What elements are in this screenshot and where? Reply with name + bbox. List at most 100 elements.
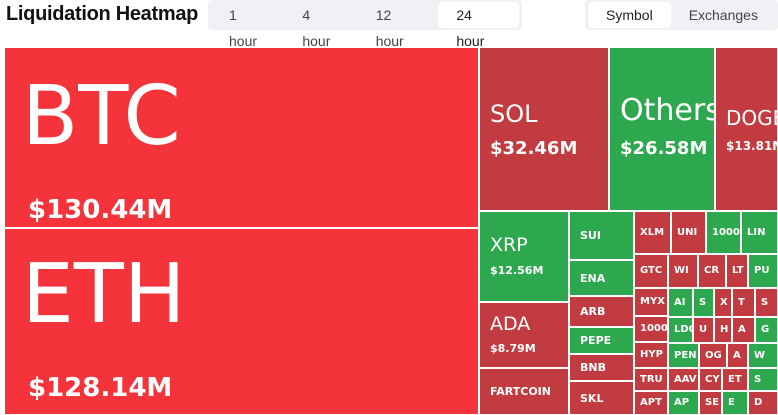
tile-value: $8.79M	[490, 342, 536, 355]
tile[interactable]: XLM	[635, 212, 670, 253]
tile[interactable]: S	[694, 289, 713, 316]
tile[interactable]: FARTCOIN	[480, 369, 568, 414]
tile-label: S	[761, 296, 769, 308]
tile-label: SOL	[490, 100, 538, 128]
tile[interactable]: S	[749, 369, 777, 390]
tile[interactable]: PEPE	[570, 328, 633, 353]
tile-label: AI	[674, 296, 686, 308]
view-tabs: Symbol Exchanges	[585, 0, 778, 30]
tile-label: T	[738, 296, 745, 308]
tile-label: ARB	[580, 305, 606, 318]
tile-label: GTC	[640, 265, 663, 276]
tile-value: $26.58M	[620, 138, 708, 159]
tile[interactable]: LT	[727, 255, 747, 287]
tile[interactable]: ARB	[570, 297, 633, 326]
tile-label: XLM	[640, 226, 665, 238]
tile-label: OG	[705, 349, 722, 361]
tab[interactable]: Symbol	[588, 2, 671, 28]
tile-label: MYX	[640, 296, 665, 307]
tile-value: $130.44M	[28, 195, 173, 225]
tile-label: PU	[754, 265, 770, 276]
tab[interactable]: 4 hour	[302, 7, 331, 49]
tile[interactable]: 1000	[635, 317, 667, 341]
tile[interactable]: T	[733, 289, 754, 316]
tile-value: $128.14M	[28, 373, 173, 403]
tile[interactable]: XRP $12.56M	[480, 212, 568, 301]
tile-label: SE	[705, 397, 720, 408]
tile[interactable]: TRU	[635, 369, 667, 390]
tile[interactable]: OG	[700, 344, 726, 367]
tile-label: DOGE	[726, 106, 777, 130]
tile-label: APT	[640, 397, 662, 408]
tile[interactable]: A	[733, 318, 754, 342]
tile-label: S	[699, 296, 707, 308]
tile-label: A	[738, 324, 746, 335]
tile-label: SUI	[580, 229, 601, 242]
tile-label: ET	[728, 373, 742, 385]
tile[interactable]: SUI	[570, 212, 633, 259]
tile-label: CY	[705, 373, 720, 385]
tile[interactable]: U	[694, 318, 713, 342]
tile[interactable]: D	[749, 392, 777, 414]
tile[interactable]: PU	[749, 255, 777, 287]
tile[interactable]: PEN	[669, 344, 698, 367]
tile-label: D	[754, 397, 763, 408]
tile[interactable]: GTC	[635, 255, 667, 287]
tile[interactable]: 1000	[707, 212, 740, 253]
tile-label: SKL	[580, 391, 604, 405]
tile[interactable]: G	[756, 318, 777, 342]
tile-label: PEPE	[580, 334, 612, 347]
tile[interactable]: A	[728, 344, 747, 367]
tile[interactable]: BTC $130.44M	[5, 48, 478, 227]
tile[interactable]: DOGE $13.81M	[716, 48, 777, 210]
tile[interactable]: ETH $128.14M	[5, 229, 478, 414]
tile-label: FARTCOIN	[490, 385, 551, 398]
tile[interactable]: ET	[723, 369, 747, 390]
tile-label: HYP	[640, 349, 663, 360]
tile[interactable]: LIN	[742, 212, 777, 253]
tile[interactable]: E	[723, 392, 747, 414]
tile[interactable]: CR	[699, 255, 725, 287]
tile[interactable]: WI	[669, 255, 697, 287]
tile[interactable]: APT	[635, 392, 667, 414]
tile-label: BTC	[22, 69, 181, 164]
tile[interactable]: ADA $8.79M	[480, 303, 568, 367]
tile[interactable]: ENA	[570, 261, 633, 295]
tile[interactable]: AAV	[669, 369, 698, 390]
tile-label: Others	[620, 93, 714, 128]
tile[interactable]: W	[749, 344, 777, 367]
tile-label: WI	[674, 265, 689, 276]
time-tabs: 1 hour 4 hour 12 hour 24 hour	[208, 0, 522, 49]
tile[interactable]: H	[715, 318, 731, 342]
tile-label: CR	[704, 265, 720, 276]
tile[interactable]: SOL $32.46M	[480, 48, 608, 210]
tile-value: $13.81M	[726, 139, 777, 153]
tile[interactable]: SE	[700, 392, 721, 414]
tab[interactable]: 24 hour	[438, 2, 519, 49]
tile[interactable]: AP	[669, 392, 698, 414]
tab[interactable]: Exchanges	[688, 7, 758, 23]
tile[interactable]: UNI	[672, 212, 705, 253]
tile-label: AP	[674, 397, 690, 408]
tab[interactable]: 12 hour	[375, 7, 404, 49]
tile[interactable]: MYX	[635, 289, 667, 315]
tile-label: U	[699, 324, 708, 335]
tile[interactable]: BNB	[570, 355, 633, 380]
tile[interactable]: AI	[669, 289, 692, 316]
tile[interactable]: SKL	[570, 382, 633, 414]
tile-label: G	[761, 324, 770, 335]
tile-label: BNB	[580, 361, 606, 374]
page-title: Liquidation Heatmap	[6, 3, 199, 25]
tile[interactable]: LDO	[669, 318, 692, 342]
tile[interactable]: S	[756, 289, 777, 316]
tile-label: UNI	[677, 226, 698, 238]
tile[interactable]: Others $26.58M	[610, 48, 714, 210]
tile[interactable]: CY	[700, 369, 721, 390]
tile[interactable]: X	[715, 289, 731, 316]
tile-label: TRU	[640, 373, 663, 385]
tab[interactable]: 1 hour	[229, 7, 258, 49]
tile-label: X	[720, 296, 728, 308]
tile-label: LT	[732, 265, 744, 276]
tile[interactable]: HYP	[635, 343, 667, 367]
